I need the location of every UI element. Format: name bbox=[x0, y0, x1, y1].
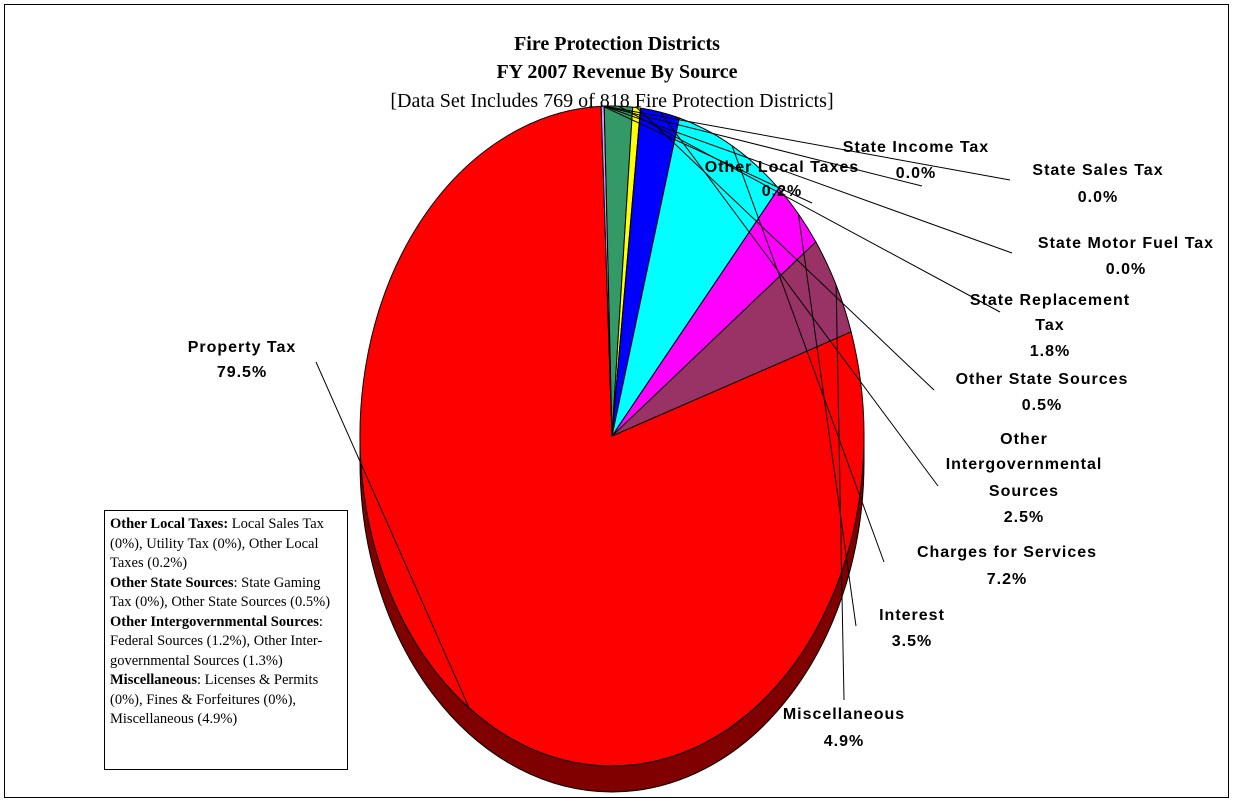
pct-interest: 3.5% bbox=[892, 633, 932, 650]
label-state-replacement-tax: State Replacement bbox=[970, 292, 1130, 309]
label-property-tax: Property Tax bbox=[188, 339, 297, 356]
pct-other-intergov: 2.5% bbox=[1004, 509, 1044, 526]
legend-note-box: Other Local Taxes: Local Sales Tax (0%),… bbox=[104, 510, 348, 770]
leader-state-income-tax bbox=[604, 105, 923, 187]
leader-state-replacement-tax bbox=[618, 105, 1001, 313]
chart-title: Fire Protection Districts bbox=[514, 33, 720, 55]
pct-miscellaneous: 4.9% bbox=[824, 733, 864, 750]
label-interest: Interest bbox=[879, 607, 945, 624]
note-intergov-text: : Federal Sources (1.2%), Other Inter-go… bbox=[110, 613, 323, 669]
pct-state-motor-fuel-tax: 0.0% bbox=[1106, 261, 1146, 278]
note-state-text: : State Gaming Tax (0%), Other State Sou… bbox=[110, 574, 331, 611]
label-other-state-sources: Other State Sources bbox=[956, 371, 1129, 388]
note-intergov-head: Other Intergovernmental Sources bbox=[110, 613, 319, 630]
pct-charges-for-services: 7.2% bbox=[987, 571, 1027, 588]
pct-other-local-taxes: 0.2% bbox=[762, 183, 802, 200]
leader-lines bbox=[315, 105, 1013, 708]
label-other-local-taxes: Other Local Taxes bbox=[705, 159, 860, 176]
leader-other-state-sources bbox=[636, 107, 935, 391]
leader-state-sales-tax bbox=[604, 105, 1011, 181]
label-other-intergov-2: Intergovernmental bbox=[946, 456, 1103, 473]
note-misc-head: Miscellaneous bbox=[110, 672, 197, 688]
pie-slices bbox=[359, 105, 865, 767]
label-charges-for-services: Charges for Services bbox=[917, 544, 1097, 561]
leader-charges-for-services bbox=[731, 145, 885, 563]
leader-state-motor-fuel-tax bbox=[604, 105, 1013, 254]
leader-interest bbox=[797, 213, 857, 627]
pct-state-sales-tax: 0.0% bbox=[1078, 189, 1118, 206]
label-miscellaneous: Miscellaneous bbox=[783, 706, 905, 723]
label-state-sales-tax: State Sales Tax bbox=[1032, 162, 1163, 179]
pct-state-income-tax: 0.0% bbox=[896, 165, 936, 182]
chart-note-line: [Data Set Includes 769 of 818 Fire Prote… bbox=[390, 90, 833, 112]
note-local-head: Other Local Taxes: bbox=[110, 516, 229, 532]
label-state-replacement-tax-2: Tax bbox=[1035, 317, 1064, 334]
leader-other-intergovernmental-sources bbox=[659, 111, 939, 487]
label-other-intergov: Other bbox=[1000, 431, 1048, 448]
pct-state-replacement-tax: 1.8% bbox=[1030, 343, 1070, 360]
note-state-head: Other State Sources bbox=[110, 574, 234, 591]
note-misc-text: : Licenses & Permits (0%), Fines & Forfe… bbox=[110, 672, 319, 727]
pct-property-tax: 79.5% bbox=[217, 364, 267, 381]
leader-miscellaneous bbox=[835, 285, 845, 701]
leader-property-tax bbox=[315, 361, 470, 708]
label-state-motor-fuel-tax: State Motor Fuel Tax bbox=[1038, 235, 1214, 252]
pct-other-state-sources: 0.5% bbox=[1022, 397, 1062, 414]
note-local-text: Local Sales Tax (0%), Utility Tax (0%), … bbox=[110, 516, 324, 571]
label-other-intergov-3: Sources bbox=[989, 483, 1059, 500]
label-state-income-tax: State Income Tax bbox=[843, 139, 989, 156]
chart-subtitle: FY 2007 Revenue By Source bbox=[496, 61, 737, 83]
